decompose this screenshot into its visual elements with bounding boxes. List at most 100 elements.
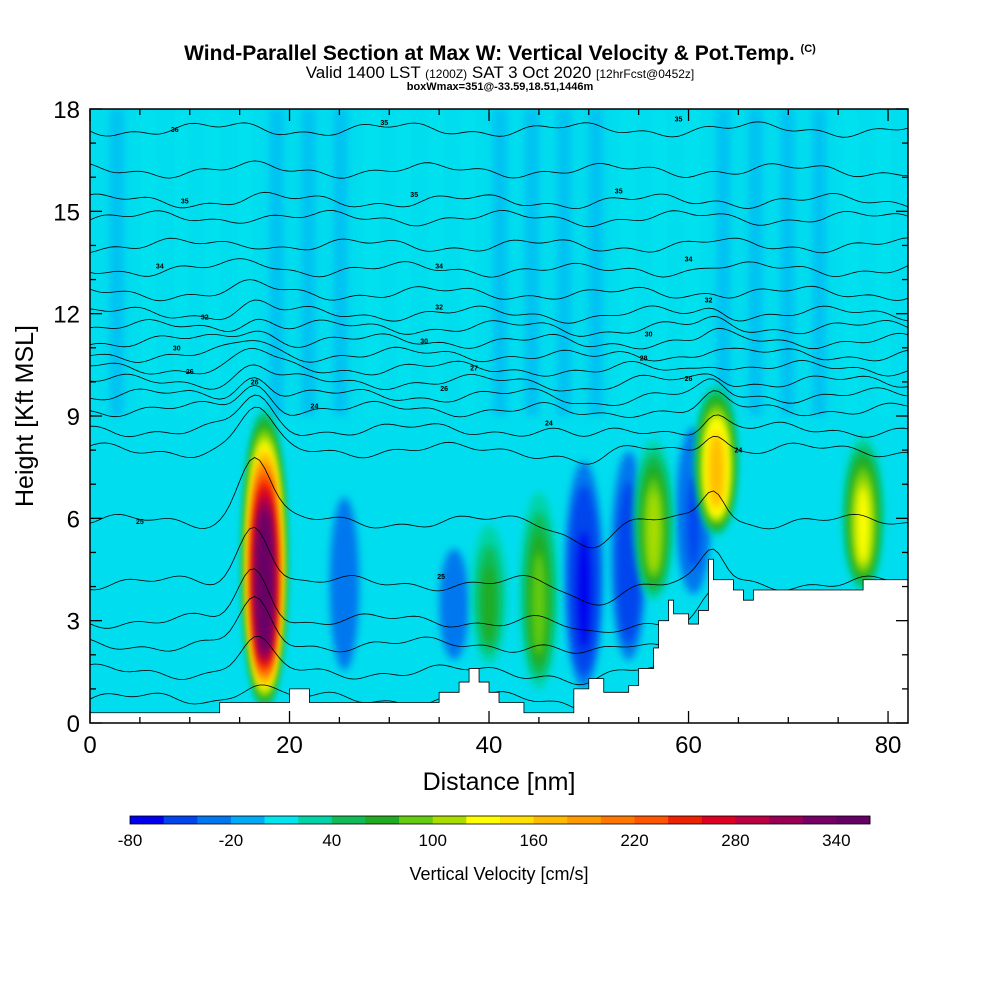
colorbar: -80 -20 40 100 160 220 280 340 (118, 815, 871, 850)
colorbar-tick-label: 160 (519, 831, 547, 850)
theta-line (90, 160, 908, 179)
band (461, 109, 476, 416)
x-tick-label: 0 (83, 732, 96, 759)
theta-label: 26 (685, 376, 693, 383)
colorbar-swatch (836, 816, 871, 824)
band (780, 109, 795, 416)
updraft-cell (710, 435, 723, 508)
x-tick-label: 80 (875, 732, 902, 759)
downdraft-cell (622, 511, 636, 628)
theta-label: 30 (645, 332, 653, 339)
title-block: Wind-Parallel Section at Max W: Vertical… (0, 38, 1000, 93)
theta-label: 27 (470, 366, 478, 373)
theta-label: 35 (615, 188, 623, 195)
theta-label: 28 (640, 356, 648, 363)
x-axis-label: Distance [nm] (423, 768, 576, 796)
terrain (90, 558, 908, 723)
band (588, 109, 603, 416)
band (876, 109, 891, 416)
updraft-cell (647, 490, 661, 572)
colorbar-swatch (769, 816, 804, 824)
chart-subtitle: Valid 1400 LST (1200Z) SAT 3 Oct 2020 [1… (305, 63, 695, 82)
theta-label: 34 (435, 263, 443, 270)
y-tick-label: 0 (67, 711, 80, 738)
colorbar-swatch (634, 816, 669, 824)
band (173, 109, 188, 416)
colorbar-tick-label: 40 (322, 831, 341, 850)
theta-label: 34 (685, 257, 693, 264)
band (269, 109, 284, 416)
colorbar-swatch (802, 816, 837, 824)
theta-line (90, 457, 908, 549)
colorbar-swatch (668, 816, 703, 824)
theta-label: 25 (437, 574, 445, 581)
updraft-cell (856, 486, 870, 564)
updraft-cell (482, 565, 496, 642)
band (301, 109, 316, 416)
updraft-cell (532, 552, 546, 656)
x-tick-label: 20 (276, 732, 303, 759)
colorbar-swatch (432, 816, 467, 824)
colorbar-swatch (197, 816, 232, 824)
theta-line (90, 340, 908, 363)
y-tick-label: 6 (67, 506, 80, 533)
theta-label: 32 (705, 298, 713, 305)
theta-label: 24 (545, 420, 553, 427)
band (365, 109, 380, 416)
band (812, 109, 827, 416)
band (652, 109, 667, 416)
band (429, 109, 444, 416)
colorbar-swatch (735, 816, 770, 824)
downdraft-cell (447, 575, 461, 645)
downdraft-cell (687, 475, 700, 568)
y-tick-label: 18 (53, 97, 80, 124)
colorbar-swatch (331, 816, 366, 824)
theta-line (90, 237, 908, 254)
y-tick-label: 15 (53, 199, 80, 226)
theta-label: 30 (420, 338, 428, 345)
theta-label: 35 (380, 120, 388, 127)
theta-line (90, 327, 908, 350)
band (493, 109, 507, 416)
colorbar-tick-label: -80 (118, 831, 143, 850)
theta-label: 30 (173, 345, 181, 352)
theta-line (90, 209, 908, 228)
colorbar-swatch (399, 816, 434, 824)
chart-title: Wind-Parallel Section at Max W: Vertical… (184, 42, 816, 65)
colorbar-swatch (500, 816, 535, 824)
y-tick-label: 3 (67, 609, 80, 636)
theta-line (90, 191, 908, 210)
colorbar-frame (129, 815, 871, 825)
chart-box-info: boxWmax=351@-33.59,18.51,1446m (406, 81, 594, 93)
theta-line (90, 394, 908, 438)
x-axis: 0 20 40 60 80 (83, 109, 901, 759)
band (109, 109, 124, 416)
colorbar-swatch (298, 816, 333, 824)
theta-line (90, 279, 908, 302)
colorbar-tick-label: 100 (419, 831, 447, 850)
colorbar-swatch (163, 816, 198, 824)
colorbar-swatch (701, 816, 736, 824)
band (237, 109, 252, 416)
colorbar-label: Vertical Velocity [cm/s] (409, 864, 588, 884)
theta-label: 24 (311, 403, 319, 410)
x-tick-label: 60 (675, 732, 702, 759)
theta-label: 26 (186, 369, 194, 376)
theta-line (90, 315, 908, 337)
theta-label: 35 (410, 192, 418, 199)
band (524, 109, 539, 416)
band (844, 109, 859, 416)
contour-labels: 36 35 35 35 35 35 34 34 34 32 32 32 30 30 30 28 27 26 26 26… (136, 117, 742, 581)
colorbar-swatch (130, 816, 165, 824)
theta-line (90, 299, 908, 324)
theta-label: 35 (675, 117, 683, 124)
downdraft-cell (337, 539, 351, 648)
colorbar-swatch (466, 816, 501, 824)
theta-label: 34 (156, 263, 164, 270)
band (716, 109, 731, 416)
downdraft-cell (577, 531, 591, 650)
copyright-mark: (C) (800, 43, 816, 55)
theta-line (90, 406, 908, 465)
